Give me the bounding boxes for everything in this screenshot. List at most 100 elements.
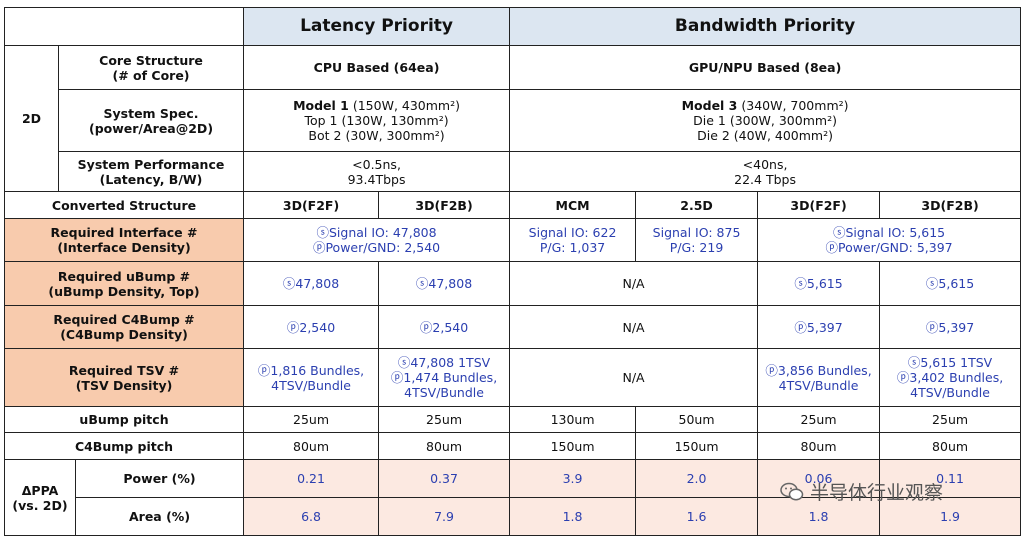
- value-line: ⓟ1,474 Bundles,: [390, 370, 498, 385]
- interface-latency: ⓢSignal IO: 47,808 ⓟPower/GND: 2,540: [243, 218, 511, 262]
- label-line: (C4Bump Density): [60, 327, 188, 342]
- tsv-na: N/A: [509, 348, 759, 407]
- ubump-pitch-value: 25um: [243, 406, 380, 433]
- interface-mcm: Signal IO: 622 P/G: 1,037: [509, 218, 637, 262]
- c4bump-pitch-value: 150um: [635, 432, 759, 460]
- c4bump-pitch-value: 80um: [757, 432, 881, 460]
- tsv-value: ⓢ5,615 1TSV ⓟ3,402 Bundles, 4TSV/Bundle: [879, 348, 1022, 407]
- area-value: 1.6: [635, 497, 759, 536]
- value-line: 4TSV/Bundle: [778, 377, 859, 393]
- label-core-structure: Core Structure (# of Core): [57, 45, 245, 90]
- label-line: (TSV Density): [75, 377, 173, 393]
- structure-col: MCM: [509, 191, 637, 219]
- label-line: (vs. 2D): [12, 497, 68, 513]
- header-latency: Latency Priority: [243, 7, 511, 46]
- c4bump-pitch-value: 80um: [378, 432, 511, 460]
- perf-line: <40ns,: [742, 156, 788, 172]
- spec-latency: Model 1 (150W, 430mm²) Top 1 (130W, 130m…: [243, 89, 511, 152]
- label-line: (Interface Density): [57, 240, 191, 255]
- ubump-pitch-value: 50um: [635, 406, 759, 433]
- perf-line: <0.5ns,: [352, 156, 401, 172]
- spec-line: Top 1 (130W, 130mm²): [304, 113, 449, 128]
- value-line: P/G: 219: [669, 240, 724, 255]
- value-line: ⓢSignal IO: 47,808: [316, 225, 437, 240]
- structure-col: 2.5D: [635, 191, 759, 219]
- power-value: 3.9: [509, 459, 637, 498]
- label-area: Area (%): [74, 497, 245, 536]
- corner-cell: [3, 7, 245, 46]
- label-line: Required TSV #: [68, 362, 180, 378]
- c4bump-na: N/A: [509, 305, 759, 349]
- label-line: (uBump Density, Top): [48, 283, 200, 299]
- model-spec: (150W, 430mm²): [348, 98, 460, 113]
- tsv-value: ⓟ1,816 Bundles, 4TSV/Bundle: [243, 348, 380, 407]
- ubump-value: ⓢ5,615: [879, 261, 1022, 306]
- ubump-value: ⓢ47,808: [378, 261, 511, 306]
- c4bump-value: ⓟ5,397: [879, 305, 1022, 349]
- spec-line: Bot 2 (30W, 300mm²): [308, 128, 445, 143]
- label-power: Power (%): [74, 459, 245, 498]
- perf-line: 93.4Tbps: [347, 171, 406, 187]
- value-line: ⓢ47,808 1TSV: [397, 355, 491, 370]
- model-name: Model 1: [293, 98, 349, 113]
- comparison-table: Latency Priority Bandwidth Priority 2D C…: [3, 7, 1022, 536]
- structure-col: 3D(F2F): [243, 191, 380, 219]
- value-line: ⓟ3,856 Bundles,: [765, 362, 872, 378]
- value-line: ⓟPower/GND: 5,397: [825, 240, 953, 255]
- value-line: ⓟPower/GND: 2,540: [312, 240, 441, 255]
- area-value: 1.9: [879, 497, 1022, 536]
- spec-line: Die 1 (300W, 300mm²): [693, 113, 837, 128]
- label-line: System Performance: [77, 156, 225, 172]
- spec-bandwidth: Model 3 (340W, 700mm²) Die 1 (300W, 300m…: [509, 89, 1022, 152]
- c4bump-value: ⓟ5,397: [757, 305, 881, 349]
- perf-latency: <0.5ns, 93.4Tbps: [243, 151, 511, 192]
- structure-col: 3D(F2F): [757, 191, 881, 219]
- power-value: 2.0: [635, 459, 759, 498]
- label-line: Required uBump #: [57, 268, 191, 284]
- label-required-ubump: Required uBump # (uBump Density, Top): [3, 261, 245, 306]
- value-line: ⓢ5,615 1TSV: [907, 355, 993, 370]
- label-required-c4bump: Required C4Bump # (C4Bump Density): [3, 305, 245, 349]
- model-name: Model 3: [681, 98, 738, 113]
- ubump-pitch-value: 25um: [378, 406, 511, 433]
- label-required-interface: Required Interface # (Interface Density): [3, 218, 245, 262]
- interface-bandwidth-3d: ⓢSignal IO: 5,615 ⓟPower/GND: 5,397: [757, 218, 1022, 262]
- spec-line: Model 3 (340W, 700mm²): [512, 98, 1018, 113]
- ubump-pitch-value: 130um: [509, 406, 637, 433]
- c4bump-pitch-value: 150um: [509, 432, 637, 460]
- c4bump-value: ⓟ2,540: [378, 305, 511, 349]
- label-delta-ppa: ΔPPA (vs. 2D): [4, 459, 76, 536]
- label-2d: 2D: [4, 45, 59, 192]
- label-converted-structure: Converted Structure: [3, 191, 245, 219]
- label-line: Core Structure: [99, 52, 203, 68]
- label-c4bump-pitch: C4Bump pitch: [3, 432, 245, 460]
- value-line: Signal IO: 622: [528, 225, 617, 240]
- interface-2-5d: Signal IO: 875 P/G: 219: [635, 218, 759, 262]
- tsv-value: ⓟ3,856 Bundles, 4TSV/Bundle: [757, 348, 881, 407]
- perf-line: 22.4 Tbps: [734, 171, 796, 187]
- label-system-performance: System Performance (Latency, B/W): [57, 151, 245, 192]
- c4bump-pitch-value: 80um: [243, 432, 380, 460]
- label-ubump-pitch: uBump pitch: [3, 406, 245, 433]
- spec-line: Model 1 (150W, 430mm²): [246, 98, 507, 113]
- value-line: ⓟ1,816 Bundles,: [257, 362, 365, 378]
- value-line: Signal IO: 875: [652, 225, 741, 240]
- core-latency: CPU Based (64ea): [243, 45, 511, 90]
- value-line: 4TSV/Bundle: [271, 377, 351, 393]
- perf-bandwidth: <40ns, 22.4 Tbps: [509, 151, 1022, 192]
- label-line: System Spec.: [103, 105, 199, 121]
- header-bandwidth: Bandwidth Priority: [509, 7, 1022, 46]
- area-value: 1.8: [757, 497, 881, 536]
- label-line: Required Interface #: [50, 225, 198, 240]
- label-line: (Latency, B/W): [99, 171, 203, 187]
- value-line: ⓟ3,402 Bundles,: [896, 370, 1004, 385]
- model-spec: (340W, 700mm²): [737, 98, 849, 113]
- area-value: 7.9: [378, 497, 511, 536]
- ubump-value: ⓢ5,615: [757, 261, 881, 306]
- structure-col: 3D(F2B): [378, 191, 511, 219]
- structure-col: 3D(F2B): [879, 191, 1022, 219]
- label-line: ΔPPA: [21, 482, 59, 498]
- label-line: (# of Core): [112, 67, 190, 83]
- c4bump-value: ⓟ2,540: [243, 305, 380, 349]
- value-line: 4TSV/Bundle: [404, 385, 484, 400]
